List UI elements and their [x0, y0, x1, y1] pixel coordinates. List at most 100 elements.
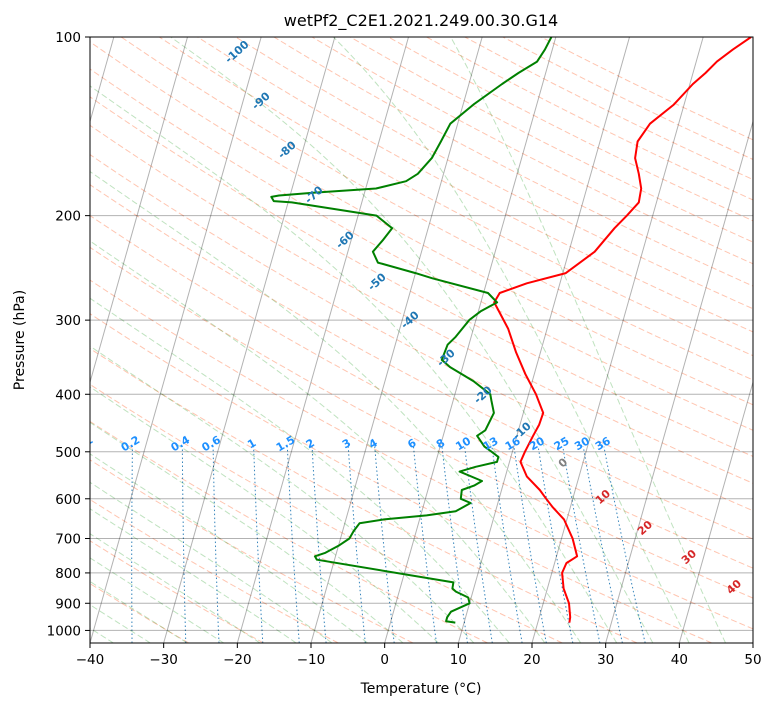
mixing-ratio-line	[131, 446, 133, 643]
y-tick-label: 400	[55, 387, 81, 403]
isotherm-line	[90, 37, 188, 385]
mixing-ratio-line	[464, 446, 493, 643]
isotherm-line	[605, 119, 753, 643]
dry-adiabat-line	[90, 540, 264, 643]
moist-adiabat-label: 30	[679, 547, 699, 567]
skew-line-labels: -100-90-80-70-60-50-40-30-20-100.1 0.2 0.4…	[72, 38, 744, 597]
dry-adiabat-line	[90, 246, 753, 599]
isotherm-line	[384, 37, 557, 643]
mixing-ratio-line	[491, 446, 523, 643]
moist-adiabat-line	[333, 37, 690, 643]
isotherm-line	[310, 37, 483, 643]
sounding-profiles	[270, 37, 752, 624]
x-tick-label: 0	[380, 652, 389, 668]
isotherm-line	[457, 37, 630, 643]
x-tick-label: 30	[597, 652, 614, 668]
isotherm-line	[678, 380, 753, 643]
mixing-ratio-line	[82, 447, 86, 643]
y-tick-label: 300	[55, 313, 81, 329]
mixing-ratio-line	[603, 446, 646, 643]
y-tick-label: 1000	[47, 623, 81, 639]
mixing-ratio-label: 0.1	[72, 433, 95, 454]
dry-adiabat-line	[197, 37, 753, 333]
x-tick-label: −40	[76, 652, 105, 668]
dry-adiabat-line	[90, 383, 563, 643]
mixing-ratio-label: 0.6	[200, 433, 224, 454]
moist-adiabat-line	[90, 453, 368, 643]
mixing-ratio-line	[212, 446, 220, 643]
y-tick-label: 500	[55, 445, 81, 461]
moist-adiabat-line	[90, 85, 618, 643]
x-tick-label: 10	[450, 652, 467, 668]
background-lines	[82, 37, 753, 643]
mixing-ratio-line	[374, 446, 395, 643]
dewpoint-profile-line	[270, 37, 553, 624]
mixing-ratio-line	[253, 446, 264, 643]
isotherm-line	[531, 37, 704, 643]
moist-adiabat-line	[90, 297, 510, 643]
dry-adiabat-label: -100	[222, 38, 251, 66]
x-tick-label: −20	[223, 652, 252, 668]
isotherm-line	[752, 641, 753, 643]
moist-adiabat-line	[90, 533, 261, 643]
y-tick-label: 600	[55, 492, 81, 508]
moist-adiabat-line	[90, 345, 475, 643]
x-tick-label: −10	[297, 652, 326, 668]
moist-adiabat-label: 40	[724, 577, 744, 597]
dry-adiabat-line	[235, 37, 753, 310]
moist-adiabat-line	[90, 508, 297, 643]
mixing-ratio-label: 6	[405, 436, 418, 451]
isotherm-line	[236, 37, 409, 643]
dry-adiabat-line	[159, 37, 753, 357]
dry-adiabat-label: -80	[275, 138, 299, 161]
mixing-ratio-label: 30	[572, 434, 592, 453]
mixing-ratio-label: 4	[367, 436, 380, 451]
x-axis-ticks: −40 −30 −20 −10 0 10 20 30 40 50	[76, 643, 762, 668]
dry-adiabat-label: -50	[365, 270, 389, 293]
dry-adiabat-label: -40	[398, 308, 422, 331]
dry-adiabat-line	[90, 499, 339, 643]
y-axis-ticks: 100 200 300 400 500 600 700 800 900 1000	[47, 30, 90, 639]
dry-adiabat-line	[90, 124, 753, 484]
mixing-ratio-line	[311, 446, 327, 643]
dry-adiabat-line	[90, 96, 753, 457]
dry-adiabat-line	[90, 420, 488, 643]
dry-adiabat-line	[273, 37, 753, 287]
dry-adiabat-line	[90, 313, 712, 643]
dry-adiabat-label: -70	[302, 183, 326, 206]
moist-adiabat-label: 0	[556, 455, 571, 470]
mixing-ratio-line	[513, 446, 547, 643]
mixing-ratio-label: 3	[340, 436, 353, 451]
dry-adiabat-line	[90, 41, 753, 406]
mixing-ratio-line	[286, 446, 300, 643]
mixing-ratio-line	[413, 446, 437, 643]
x-axis-label: Temperature (°C)	[360, 681, 482, 697]
moist-adiabat-line	[90, 580, 188, 643]
dry-adiabat-line	[90, 583, 190, 643]
dry-adiabat-line	[90, 184, 753, 540]
chart-title: wetPf2_C2E1.2021.249.00.30.G14	[284, 11, 558, 31]
dry-adiabat-line	[90, 214, 753, 569]
isotherm-line	[90, 37, 262, 643]
moist-adiabat-line	[90, 557, 225, 643]
mixing-ratio-line	[441, 446, 468, 643]
mixing-ratio-label: 0.2	[119, 433, 142, 454]
dry-adiabat-label: -90	[249, 89, 273, 112]
mixing-ratio-label: 25	[552, 434, 572, 453]
moist-adiabat-line	[90, 386, 439, 643]
mixing-ratio-line	[537, 446, 574, 643]
x-tick-label: −30	[149, 652, 178, 668]
moist-adiabat-line	[90, 421, 404, 643]
moist-adiabat-line	[170, 37, 654, 643]
temperature-profile-line	[493, 37, 752, 623]
moist-adiabat-line	[90, 481, 333, 643]
isotherm-line	[163, 37, 336, 643]
y-tick-label: 900	[55, 596, 81, 612]
dry-adiabat-line	[90, 347, 638, 643]
mixing-ratio-label: 1	[245, 436, 258, 451]
y-tick-label: 800	[55, 566, 81, 582]
mixing-ratio-line	[582, 446, 623, 643]
mixing-ratio-line	[562, 446, 601, 643]
x-tick-label: 40	[671, 652, 688, 668]
